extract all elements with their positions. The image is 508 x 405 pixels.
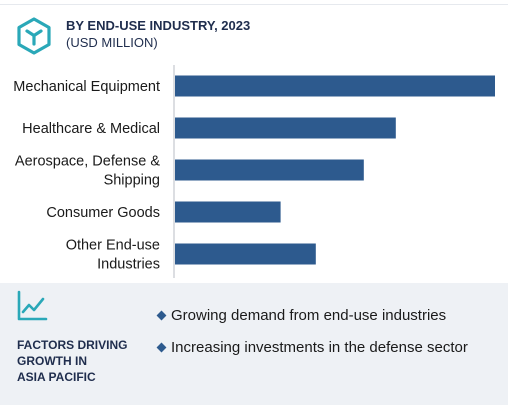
chart-subtitle: (USD MILLION) bbox=[66, 35, 158, 50]
category-label-line: Healthcare & Medical bbox=[22, 121, 160, 137]
top-divider bbox=[0, 4, 508, 5]
category-label-line: Aerospace, Defense & bbox=[15, 154, 160, 170]
factor-text: Increasing investments in the defense se… bbox=[171, 339, 468, 356]
category-label: Other End-use Industries bbox=[66, 238, 160, 273]
factor-item: Increasing investments in the defense se… bbox=[156, 338, 468, 370]
factors-heading: FACTORS DRIVING GROWTH IN ASIA PACIFIC bbox=[17, 337, 127, 385]
bar bbox=[175, 243, 316, 265]
category-label-line: Other End-use bbox=[66, 238, 160, 254]
category-label: Mechanical Equipment bbox=[13, 79, 160, 95]
category-label-line: Shipping bbox=[104, 173, 160, 189]
category-label: Healthcare & Medical bbox=[22, 121, 160, 137]
bar bbox=[175, 159, 364, 181]
bar bbox=[175, 75, 495, 97]
category-label-line: Mechanical Equipment bbox=[13, 79, 160, 95]
category-label: Consumer Goods bbox=[46, 205, 160, 221]
bar bbox=[175, 117, 396, 139]
trend-chart-icon bbox=[17, 290, 48, 321]
chart-title: BY END-USE INDUSTRY, 2023 bbox=[66, 18, 251, 33]
category-label-line: Industries bbox=[97, 257, 160, 273]
bar-chart: Mechanical Equipment Healthcare & Medical… bbox=[13, 65, 495, 278]
cube-hexagon-icon bbox=[17, 17, 51, 55]
growth-factors-panel bbox=[0, 283, 508, 405]
factors-heading-line: FACTORS DRIVING bbox=[17, 338, 128, 352]
diamond-bullet-icon bbox=[156, 342, 167, 352]
category-label: Aerospace, Defense & Shipping bbox=[15, 154, 160, 189]
diamond-bullet-icon bbox=[156, 310, 167, 320]
category-label-line: Consumer Goods bbox=[46, 205, 160, 221]
factor-item: Growing demand from end-use industries bbox=[156, 306, 468, 338]
factors-heading-line: GROWTH IN bbox=[17, 354, 87, 368]
factors-heading-line: ASIA PACIFIC bbox=[17, 370, 96, 384]
factors-list: Growing demand from end-use industries I… bbox=[156, 306, 468, 370]
factor-text: Growing demand from end-use industries bbox=[171, 307, 447, 324]
bar bbox=[175, 201, 281, 223]
